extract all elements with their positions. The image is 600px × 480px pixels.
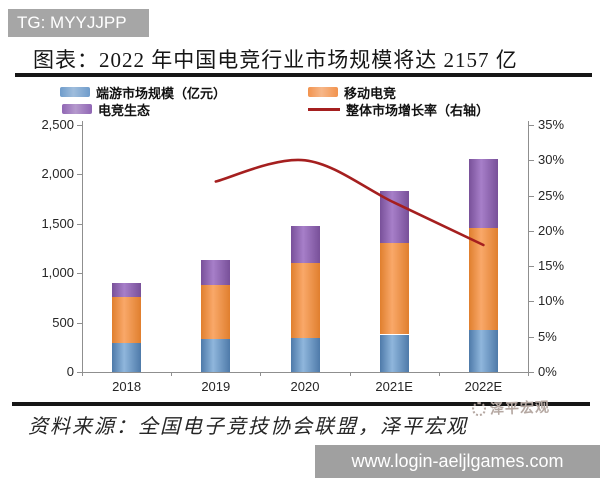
x-tick (171, 372, 173, 376)
legend-label: 整体市场增长率（右轴） (346, 102, 490, 118)
legend-swatch-line (308, 107, 340, 111)
website-url-overlay: www.login-aeljlgames.com (315, 445, 600, 478)
y-tick-right (529, 195, 534, 197)
y-tick-label-right: 35% (538, 117, 565, 132)
bar-segment (290, 262, 320, 338)
y-tick-left (77, 223, 82, 225)
bar-segment (201, 284, 231, 339)
x-category-label: 2022E (464, 379, 503, 394)
y-tick-label-right: 20% (538, 222, 565, 238)
y-tick-right (529, 301, 534, 303)
legend-item-growth-rate: 整体市场增长率（右轴） (308, 102, 490, 118)
y-tick-label-right: 25% (538, 187, 565, 203)
title-underline (15, 73, 592, 77)
legend-swatch-orange (308, 87, 338, 97)
x-category-label: 2020 (290, 379, 320, 394)
bar-segment (201, 338, 231, 372)
y-tick-right (529, 336, 534, 338)
y-tick-left (77, 174, 82, 176)
y-tick-left (77, 372, 82, 373)
y-tick-label-left: 2,000 (41, 166, 74, 182)
bar-segment (112, 296, 142, 344)
bar-segment (468, 158, 498, 228)
x-tick (82, 372, 83, 376)
legend-label: 电竞生态 (98, 102, 151, 118)
y-tick-right (529, 372, 534, 373)
y-tick-label-left: 2,500 (41, 117, 74, 132)
y-axis-right (528, 121, 529, 372)
bar-segment (379, 243, 409, 335)
y-axis-left (82, 121, 83, 372)
y-tick-right (529, 266, 534, 268)
y-tick-right (529, 160, 534, 162)
y-tick-label-right: 30% (538, 152, 565, 168)
bar-segment (112, 283, 142, 297)
bar-segment (290, 337, 320, 372)
bar-segment (201, 259, 231, 285)
y-tick-label-left: 0 (66, 364, 74, 379)
legend-item-esports-ecosystem: 电竞生态 (62, 102, 151, 118)
chart-title: 图表：2022 年中国电竞行业市场规模将达 2157 亿 (33, 48, 518, 72)
data-source-note: 资料来源：全国电子竞技协会联盟，泽平宏观 (28, 416, 468, 438)
bar-segment (290, 226, 320, 263)
bar-segment (468, 227, 498, 331)
y-tick-right (529, 125, 534, 126)
x-tick (349, 372, 351, 376)
watermark: 泽平宏观 (471, 397, 551, 420)
x-tick (260, 372, 262, 376)
y-tick-left (77, 322, 82, 324)
y-tick-left (77, 273, 82, 275)
tg-contact-badge: TG: MYYJJPP (8, 9, 149, 37)
x-category-label: 2019 (201, 379, 231, 394)
y-tick-left (77, 125, 82, 126)
x-category-label: 2021E (375, 379, 413, 394)
bar-segment (468, 330, 498, 372)
y-tick-right (529, 230, 534, 232)
bar-segment (379, 190, 409, 244)
y-tick-label-left: 1,500 (41, 215, 74, 231)
y-tick-label-right: 10% (538, 293, 565, 309)
legend-label: 端游市场规模（亿元） (96, 85, 227, 101)
x-tick (528, 372, 529, 376)
y-tick-label-right: 15% (538, 258, 565, 274)
legend-item-client-games: 端游市场规模（亿元） (60, 85, 227, 101)
x-axis (82, 372, 528, 373)
legend-swatch-blue (60, 87, 90, 97)
y-tick-label-right: 0% (538, 364, 557, 379)
footer-divider (12, 402, 590, 406)
watermark-text: 泽平宏观 (489, 398, 551, 417)
y-tick-label-left: 1,000 (41, 265, 74, 281)
y-tick-label-left: 500 (52, 314, 74, 330)
panda-logo-icon (471, 401, 487, 417)
legend-swatch-purple (62, 104, 92, 114)
bar-segment (379, 334, 409, 372)
legend-label: 移动电竞 (344, 85, 397, 101)
x-category-label: 2018 (112, 379, 142, 394)
legend-item-mobile-esports: 移动电竞 (308, 85, 397, 101)
x-tick (438, 372, 440, 376)
bar-segment (112, 343, 142, 372)
y-tick-label-right: 5% (538, 328, 557, 344)
